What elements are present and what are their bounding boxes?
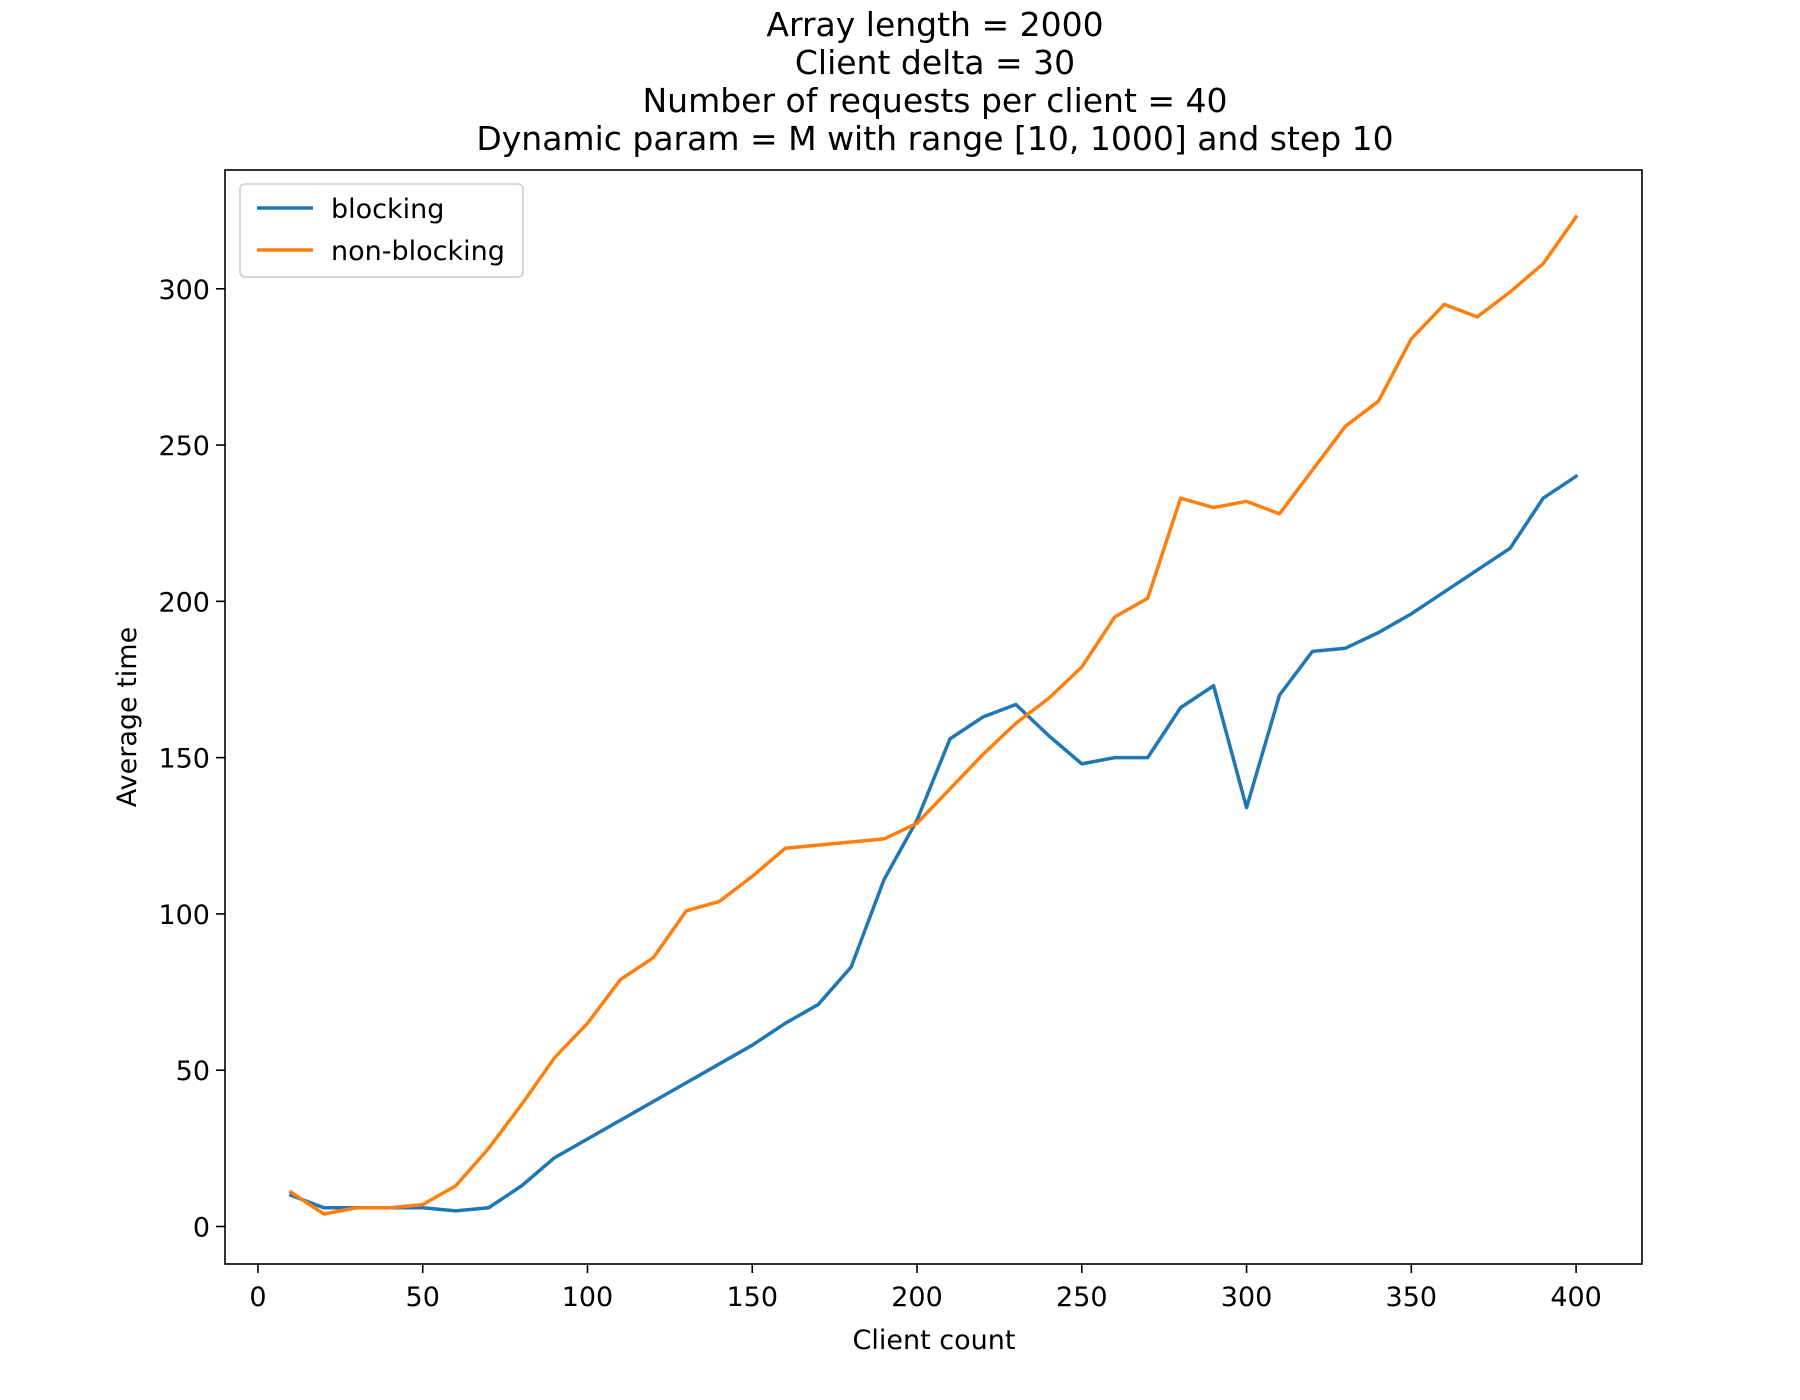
x-tick-label: 250 [1056,1282,1108,1313]
series-line-blocking [288,473,1579,1213]
y-tick-label: 0 [193,1212,210,1243]
plot-layer [288,214,1579,1216]
y-axis-label: Average time [112,627,143,807]
title-line-2: Client delta = 30 [795,43,1075,82]
y-tick-label: 150 [158,744,210,775]
x-tick-label: 350 [1386,1282,1438,1313]
x-tick-label: 50 [406,1282,440,1313]
x-tick-label: 100 [562,1282,614,1313]
title-line-4: Dynamic param = M with range [10, 1000] … [476,119,1393,158]
x-axis-ticks: 0 50 100 150 200 250 300 350 400 [249,1264,1602,1313]
x-tick-label: 200 [891,1282,943,1313]
title-line-3: Number of requests per client = 40 [642,81,1227,120]
y-tick-label: 50 [176,1056,210,1087]
y-tick-label: 250 [158,431,210,462]
legend-label-blocking: blocking [331,194,444,225]
legend: blocking non-blocking [239,183,524,278]
y-tick-label: 100 [158,900,210,931]
x-tick-label: 400 [1550,1282,1602,1313]
x-axis-label: Client count [853,1325,1016,1356]
y-tick-label: 200 [158,587,210,618]
x-tick-label: 0 [249,1282,266,1313]
title-line-1: Array length = 2000 [766,5,1103,44]
plot-frame [224,169,1643,1265]
series-line-non-blocking [288,214,1579,1216]
legend-label-non-blocking: non-blocking [331,236,505,267]
chart-title: Array length = 2000 Client delta = 30 Nu… [476,5,1393,158]
y-tick-label: 300 [158,275,210,306]
y-axis-ticks: 0 50 100 150 200 250 300 [158,275,225,1243]
x-tick-label: 150 [726,1282,778,1313]
x-tick-label: 300 [1221,1282,1273,1313]
